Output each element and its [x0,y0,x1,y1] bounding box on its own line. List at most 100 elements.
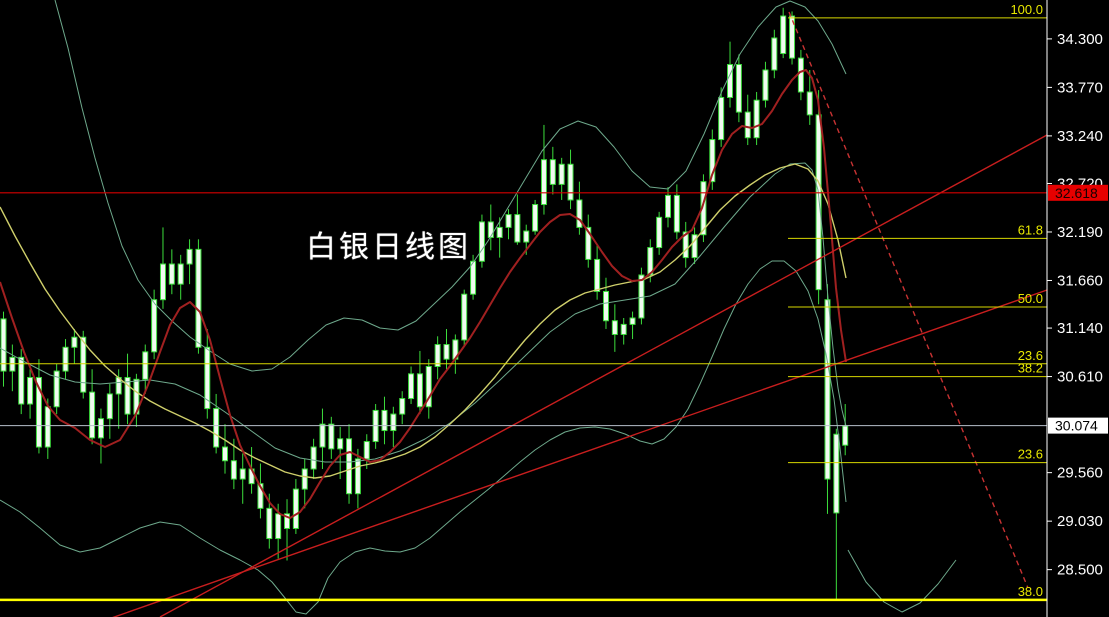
fib-level-label: 23.6 [1018,447,1043,462]
axis-tick-label: 29.560 [1057,465,1103,482]
axis-tick-label: 29.030 [1057,513,1103,530]
candle [89,391,96,439]
candle [18,356,25,405]
candle [0,318,7,372]
candle [257,483,264,509]
candle [540,159,547,206]
candle [594,258,601,292]
candle [434,344,441,367]
bollinger-lower [0,260,847,615]
candle [266,507,273,540]
candle [532,204,539,232]
candle [71,336,78,348]
current-price-box [1048,417,1108,434]
candle [461,293,468,341]
candle [416,373,423,408]
candle [346,438,353,495]
candle [585,226,592,260]
candle [470,260,477,295]
candle [656,216,663,249]
candle [328,423,335,450]
candle [186,248,193,265]
candle [337,438,344,450]
axis-tick-label: 33.240 [1057,128,1103,145]
candle [718,96,725,141]
alert-price-label: 32.618 [1055,185,1098,201]
candle [602,290,609,322]
candle [62,346,69,372]
candle [797,57,804,93]
candle [558,163,565,185]
candle [638,274,645,319]
current-price-label: 30.074 [1055,418,1098,434]
candle [80,336,87,393]
candle [230,460,237,480]
candle [239,468,246,480]
bollinger-upper [54,0,847,372]
alert-price-box [1048,184,1108,201]
candle [53,370,60,408]
fib-level-label: 61.8 [1018,222,1043,237]
candle [204,346,211,410]
candle [682,231,689,259]
axis-tick-label: 34.300 [1057,31,1103,48]
candle [611,320,618,335]
ma-slow-yellow [0,163,847,479]
candle [514,214,521,243]
candle [151,299,158,353]
fib-level-label: 23.6 [1018,348,1043,363]
candle [496,226,503,238]
descending-dashed-line[interactable] [788,11,1029,589]
candle [363,441,370,460]
candle [735,64,742,113]
candle [771,37,778,71]
candle [195,248,202,348]
chart-title-label: 白银日线图 [306,231,471,264]
candle [629,317,636,325]
candle [665,194,671,218]
axis-tick-label: 30.610 [1057,369,1103,386]
candle [815,114,822,291]
candle [408,373,415,400]
fib-level-label: 38.0 [1018,584,1043,599]
candle [709,139,716,183]
candle [97,418,104,439]
candle [124,376,131,415]
candle [505,214,512,228]
candle [213,408,220,448]
axis-tick-label: 28.500 [1057,562,1103,579]
fib-level-label: 100.0 [1010,2,1043,17]
candle [27,376,34,405]
candle [833,433,840,514]
candle [222,446,228,462]
support-trendline-steep[interactable] [159,134,1048,617]
candle [390,413,397,432]
price-axis[interactable] [1047,0,1109,617]
candle [620,323,627,335]
candle [727,64,734,98]
candle [443,344,450,360]
support-trendline-shallow[interactable] [100,289,1048,617]
fib-level-label: 38.2 [1018,361,1043,376]
candle [35,376,42,448]
fib-level-label: 50.0 [1018,291,1043,306]
candle [168,263,175,285]
candle [44,406,51,448]
candle [284,513,291,529]
candle [275,513,282,540]
candle [673,194,680,233]
candle [647,247,654,276]
candle [301,468,308,490]
candle [806,91,813,116]
axis-tick-label: 31.140 [1057,320,1103,337]
candle [691,234,698,259]
candle [523,230,530,243]
candle [753,99,760,139]
candle [478,221,485,262]
ma-fast-red [0,69,847,519]
candle [567,163,574,201]
axis-tick-label: 31.660 [1057,272,1103,289]
